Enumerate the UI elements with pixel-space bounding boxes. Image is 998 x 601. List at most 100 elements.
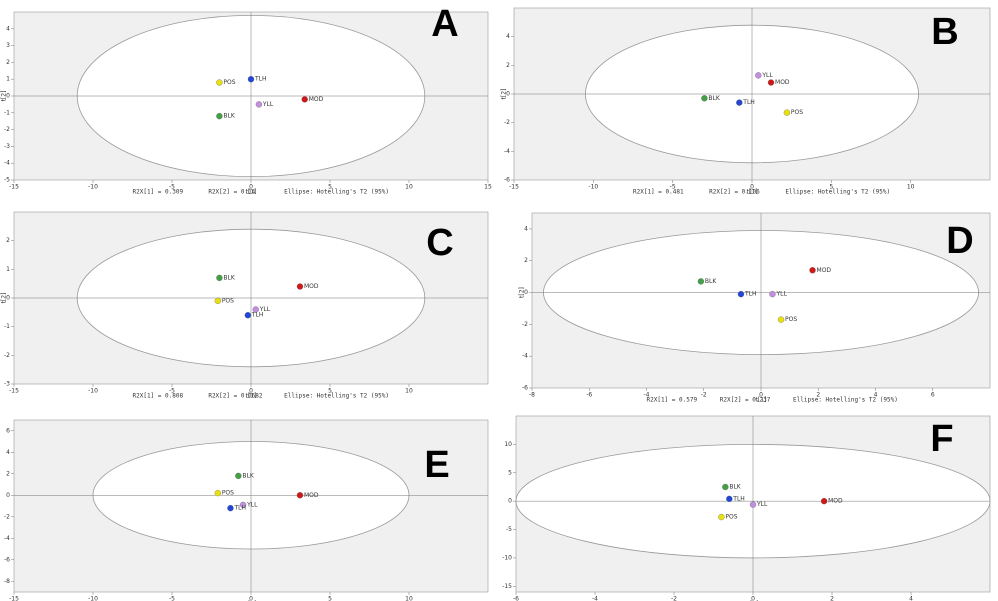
x-tick-label: 0 <box>751 596 755 601</box>
point <box>722 483 729 491</box>
point <box>736 99 743 106</box>
y-tick-label: -8 <box>4 578 10 585</box>
point-label: BLK <box>223 274 235 281</box>
y-tick-label: 0 <box>524 289 528 296</box>
x-tick-label: -10 <box>588 184 598 191</box>
point <box>235 472 242 480</box>
y-tick-label: -2 <box>4 352 10 359</box>
x-tick-label: 10 <box>405 184 413 191</box>
point-label: BLK <box>705 278 717 285</box>
point <box>239 501 247 509</box>
annotation: R2X[1] = 0.309 <box>133 189 184 196</box>
x-axis-label: t[1] <box>246 189 257 196</box>
x-tick-label: -15 <box>9 388 19 395</box>
y-tick-label: 1 <box>6 76 10 83</box>
point <box>697 278 705 285</box>
y-tick-label: 0 <box>6 492 10 499</box>
x-tick-label: -4 <box>592 596 598 601</box>
x-tick-label: -10 <box>88 596 98 601</box>
point-label: POS <box>785 316 797 323</box>
point-label: YLL <box>262 101 274 108</box>
point <box>296 283 304 290</box>
point <box>737 290 745 298</box>
y-tick-label: -6 <box>4 556 10 563</box>
point-label: TLH <box>251 312 264 319</box>
point <box>755 72 762 79</box>
point-label: TLH <box>732 495 745 502</box>
y-tick-label: -2 <box>522 321 528 328</box>
y-tick-label: 2 <box>506 62 510 69</box>
panel-letter: E <box>424 444 449 486</box>
annotation: Ellipse: Hotelling's T2 (95%) <box>785 189 890 196</box>
point <box>726 495 733 503</box>
y-tick-label: -10 <box>502 554 512 561</box>
x-tick-label: 5 <box>328 184 332 191</box>
x-tick-label: 0 <box>249 184 253 191</box>
x-tick-label: 4 <box>909 596 913 601</box>
x-tick-label: 5 <box>328 596 332 601</box>
y-tick-label: 0 <box>6 93 10 100</box>
y-tick-label: 2 <box>6 237 10 244</box>
annotation: R2X[2] = 0.237 <box>720 397 771 404</box>
point-label: POS <box>222 297 234 304</box>
y-tick-label: -5 <box>506 526 512 533</box>
x-tick-label: 0 <box>759 392 763 399</box>
point <box>244 312 251 319</box>
x-tick-label: 10 <box>405 388 413 395</box>
y-tick-label: 0 <box>6 295 10 302</box>
x-tick-label: -5 <box>169 388 175 395</box>
point-label: POS <box>791 109 803 116</box>
y-tick-label: 4 <box>524 225 528 232</box>
x-tick-label: 0 <box>750 184 754 191</box>
point-label: POS <box>222 490 234 497</box>
panel: -6-4-2024-15-10-50510t[1]BLKTLHYLLMODPOS… <box>502 415 991 601</box>
panel-letter: A <box>431 3 458 45</box>
annotation: R2X[1] = 0.808 <box>133 393 184 400</box>
y-tick-label: 2 <box>6 470 10 477</box>
point-label: MOD <box>304 492 319 499</box>
point-label: MOD <box>828 498 843 505</box>
y-tick-label: -4 <box>504 148 510 155</box>
x-tick-label: 6 <box>931 392 935 399</box>
y-tick-label: 6 <box>6 427 10 434</box>
x-tick-label: 0 <box>249 596 253 601</box>
x-tick-label: -5 <box>169 184 175 191</box>
point <box>769 290 776 298</box>
point-label: BLK <box>729 483 741 490</box>
point-label: BLK <box>708 95 720 102</box>
x-tick-label: -10 <box>88 388 98 395</box>
panel-letter: B <box>931 11 958 53</box>
y-tick-label: -3 <box>4 381 10 388</box>
y-tick-label: -1 <box>4 323 10 330</box>
x-tick-label: -8 <box>529 392 535 399</box>
point <box>767 79 775 86</box>
point-label: TLH <box>744 291 757 298</box>
x-tick-label: 5 <box>829 184 833 191</box>
point <box>783 109 791 116</box>
point <box>216 113 223 120</box>
y-tick-label: 4 <box>6 25 10 32</box>
x-tick-label: 10 <box>405 596 413 601</box>
y-tick-label: 2 <box>524 257 528 264</box>
x-tick-label: -5 <box>169 596 175 601</box>
y-axis-label: t[2] <box>519 287 526 298</box>
point <box>749 501 757 508</box>
annotation: R2X[2] = 0.14 <box>208 189 255 196</box>
y-tick-label: 4 <box>506 33 510 40</box>
x-tick-label: 2 <box>816 392 820 399</box>
y-tick-label: -6 <box>504 177 510 184</box>
point-label: YLL <box>761 72 773 79</box>
point-label: MOD <box>304 283 319 290</box>
point-label: MOD <box>309 96 324 103</box>
point <box>820 498 828 505</box>
y-tick-label: -1 <box>4 109 10 116</box>
point <box>255 101 263 108</box>
x-tick-label: -10 <box>88 184 98 191</box>
annotation: R2X[2] = 0.0682 <box>208 393 263 400</box>
y-tick-label: -4 <box>4 535 10 542</box>
y-tick-label: -4 <box>522 353 528 360</box>
x-tick-label: 0 <box>249 388 253 395</box>
annotation: Ellipse: Hotelling's T2 (95%) <box>793 397 898 404</box>
x-tick-label: 5 <box>328 388 332 395</box>
